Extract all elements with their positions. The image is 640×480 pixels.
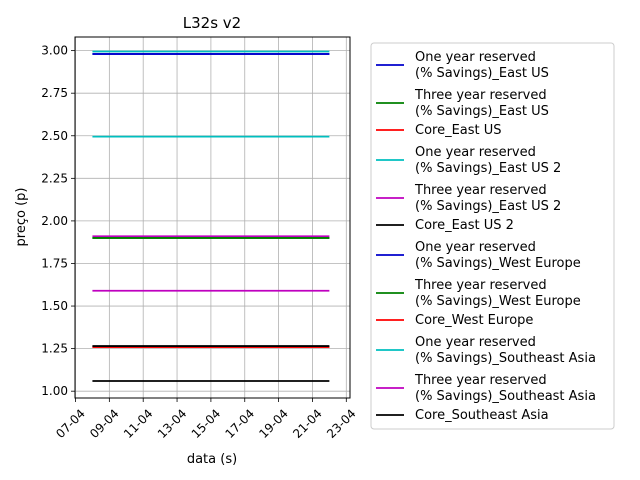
y-tick-label: 1.75: [41, 256, 68, 270]
plot-frame: [74, 36, 351, 399]
grid-lines: [75, 37, 350, 398]
series-lines: [92, 50, 330, 382]
legend-entry: One year reserved (% Savings)_East US: [415, 50, 549, 81]
legend-entry: One year reserved (% Savings)_Southeast A…: [415, 335, 596, 366]
legend-box: [370, 42, 615, 430]
y-axis: 1.00 1.25 1.50 1.75 2.00 2.25 2.50 2.75 3.00: [41, 44, 75, 398]
legend-entry: Core_West Europe: [415, 313, 533, 328]
legend-entry: Three year reserved (% Savings)_East US: [414, 88, 549, 119]
legend: One year reserved (% Savings)_East US Thre…: [370, 42, 615, 430]
y-axis-label: preço (p): [14, 188, 29, 247]
legend-entry: Three year reserved (% Savings)_East US 2: [414, 183, 561, 214]
y-tick-label: 3.00: [41, 44, 68, 58]
y-tick-label: 1.50: [41, 299, 68, 313]
y-tick-label: 1.25: [41, 342, 68, 356]
legend-entry: One year reserved (% Savings)_East US 2: [415, 145, 561, 176]
legend-entry: Core_East US: [415, 123, 502, 138]
x-axis-label: data (s): [187, 452, 237, 467]
legend-entry: Core_East US 2: [415, 218, 514, 233]
y-tick-label: 2.75: [41, 86, 68, 100]
legend-entry: Core_Southeast Asia: [415, 408, 549, 423]
y-tick-label: 2.25: [41, 171, 68, 185]
legend-entry: Three year reserved (% Savings)_West Euro…: [414, 278, 581, 309]
legend-entry: Three year reserved (% Savings)_Southeast…: [414, 373, 596, 404]
y-tick-label: 1.00: [41, 384, 68, 398]
legend-entry: One year reserved (% Savings)_West Europe: [415, 240, 581, 271]
y-tick-label: 2.00: [41, 214, 68, 228]
y-tick-label: 2.50: [41, 129, 68, 143]
chart-title: L32s v2: [183, 14, 241, 32]
